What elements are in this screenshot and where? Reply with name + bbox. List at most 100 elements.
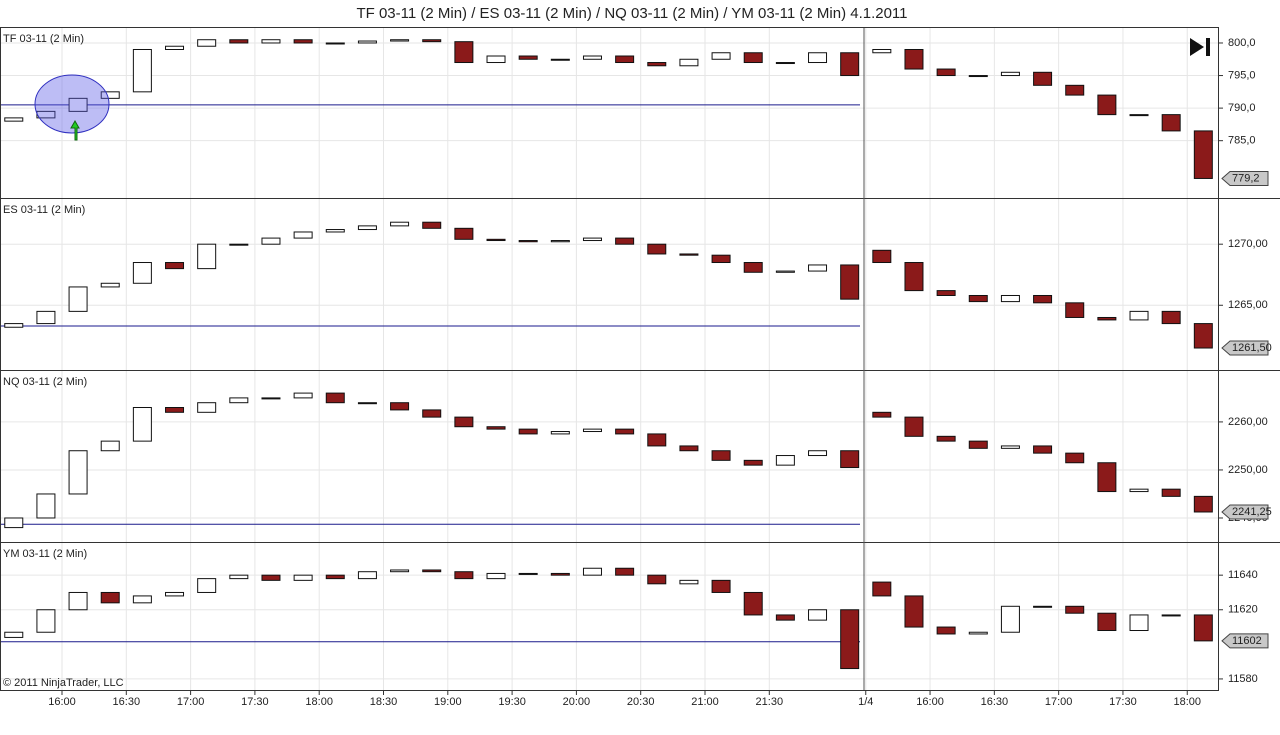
candle: [550, 58, 570, 61]
candle: [486, 426, 506, 430]
x-tick-label: 19:00: [434, 696, 462, 708]
candle: [840, 52, 860, 77]
candle: [647, 243, 667, 255]
candle: [968, 631, 988, 635]
candle: [68, 591, 88, 611]
candle: [422, 409, 442, 418]
candle: [1065, 452, 1085, 464]
candle: [808, 609, 828, 621]
candle: [4, 517, 24, 529]
candle: [1129, 114, 1149, 117]
candle: [904, 595, 924, 628]
candle: [711, 52, 731, 60]
candle: [582, 428, 602, 433]
panel-title: YM 03-11 (2 Min): [3, 548, 87, 560]
candle: [261, 39, 281, 44]
candle: [390, 402, 410, 411]
y-tick-label: 785,0: [1228, 135, 1256, 147]
candle: [1193, 495, 1213, 513]
candle: [325, 42, 345, 45]
candle: [4, 631, 24, 638]
y-tick-label: 11580: [1228, 673, 1258, 685]
candle: [1097, 316, 1117, 321]
candle: [775, 614, 795, 621]
candle: [968, 75, 988, 78]
candle: [293, 39, 313, 44]
y-tick-label: 800,0: [1228, 37, 1256, 49]
candle: [968, 440, 988, 449]
candle: [454, 227, 474, 240]
y-tick-label: 11620: [1228, 604, 1258, 616]
price-marker: [1221, 340, 1269, 356]
candle: [808, 450, 828, 457]
x-tick-label: 16:00: [916, 696, 944, 708]
candle: [1193, 130, 1213, 179]
candle: [1000, 445, 1020, 449]
candle: [775, 62, 795, 65]
x-tick-label: 1/4: [858, 696, 873, 708]
candle: [1033, 71, 1053, 86]
plot-frame: [0, 27, 1219, 691]
candle: [100, 282, 120, 288]
y-tick-label: 795,0: [1228, 69, 1256, 81]
play-icon[interactable]: [1190, 38, 1210, 56]
panel-title: TF 03-11 (2 Min): [3, 33, 84, 45]
panel-title: NQ 03-11 (2 Min): [3, 376, 87, 388]
x-tick-label: 21:00: [691, 696, 719, 708]
candle: [486, 55, 506, 64]
x-tick-label: 18:30: [370, 696, 398, 708]
candle: [1161, 114, 1181, 132]
x-tick-label: 16:30: [113, 696, 141, 708]
candle: [165, 45, 185, 50]
candle: [1129, 310, 1149, 321]
x-tick-label: 17:00: [177, 696, 205, 708]
candle: [615, 55, 635, 64]
candle: [550, 240, 570, 243]
candle: [1193, 614, 1213, 642]
candle: [872, 48, 892, 54]
candle: [132, 262, 152, 284]
candle: [454, 416, 474, 428]
candle: [486, 572, 506, 580]
candle: [1097, 462, 1117, 493]
candle: [743, 591, 763, 616]
candle: [840, 264, 860, 300]
candle: [711, 254, 731, 264]
y-tick-label: 2250,00: [1228, 464, 1268, 476]
candle: [165, 407, 185, 413]
candle: [36, 310, 56, 325]
price-marker: [1221, 504, 1269, 520]
candle: [1033, 605, 1053, 608]
candle: [679, 58, 699, 67]
candle: [68, 97, 88, 112]
candle: [1000, 605, 1020, 633]
candle: [679, 253, 699, 256]
candle: [936, 626, 956, 635]
highlight-ellipse: [34, 74, 110, 134]
candle: [357, 40, 377, 44]
candle: [1000, 294, 1020, 303]
candle: [743, 262, 763, 273]
candle: [647, 574, 667, 585]
candle: [293, 392, 313, 399]
candle: [325, 229, 345, 233]
candle: [775, 270, 795, 273]
price-marker: [1221, 633, 1269, 649]
price-label: 1261,50: [1232, 342, 1272, 354]
candle: [100, 591, 120, 604]
candle: [518, 55, 538, 60]
candle: [132, 595, 152, 604]
candle: [261, 397, 281, 400]
candle: [840, 609, 860, 670]
candle: [165, 591, 185, 597]
candle: [486, 238, 506, 242]
candle: [325, 574, 345, 580]
candle: [1065, 605, 1085, 614]
y-tick-label: 2260,00: [1228, 416, 1268, 428]
candle: [647, 433, 667, 447]
candle: [936, 68, 956, 77]
candle: [582, 237, 602, 242]
candle: [1161, 614, 1181, 617]
